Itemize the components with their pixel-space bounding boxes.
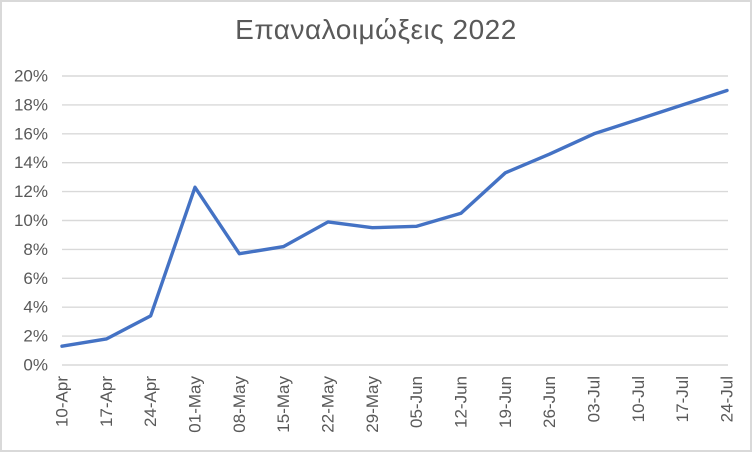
y-tick-label: 18%	[14, 95, 48, 114]
x-tick-label: 24-Apr	[141, 376, 160, 427]
x-tick-label: 22-May	[319, 376, 338, 433]
y-tick-label: 2%	[23, 327, 48, 346]
x-tick-label: 12-Jun	[452, 376, 471, 428]
y-tick-label: 12%	[14, 182, 48, 201]
x-tick-label: 26-Jun	[540, 376, 559, 428]
y-tick-label: 8%	[23, 240, 48, 259]
series-line	[60, 88, 729, 348]
x-tick-label: 17-Jul	[673, 376, 692, 422]
x-tick-label: 24-Jul	[718, 376, 737, 422]
x-tick-label: 05-Jun	[407, 376, 426, 428]
x-tick-label: 19-Jun	[496, 376, 515, 428]
y-tick-label: 14%	[14, 153, 48, 172]
chart-title: Επαναλοιμώξεις 2022	[235, 14, 517, 45]
x-tick-label: 29-May	[363, 376, 382, 433]
x-tick-label: 08-May	[230, 376, 249, 433]
y-tick-label: 6%	[23, 269, 48, 288]
x-tick-label: 17-Apr	[97, 376, 116, 427]
y-tick-label: 0%	[23, 356, 48, 375]
y-tick-label: 16%	[14, 124, 48, 143]
y-tick-label: 10%	[14, 211, 48, 230]
x-tick-label: 03-Jul	[585, 376, 604, 422]
y-tick-label: 20%	[14, 67, 48, 86]
x-tick-label: 01-May	[186, 376, 205, 433]
x-tick-label: 15-May	[274, 376, 293, 433]
x-tick-label: 10-Jul	[629, 376, 648, 422]
y-tick-label: 4%	[23, 298, 48, 317]
x-tick-label: 10-Apr	[53, 376, 72, 427]
